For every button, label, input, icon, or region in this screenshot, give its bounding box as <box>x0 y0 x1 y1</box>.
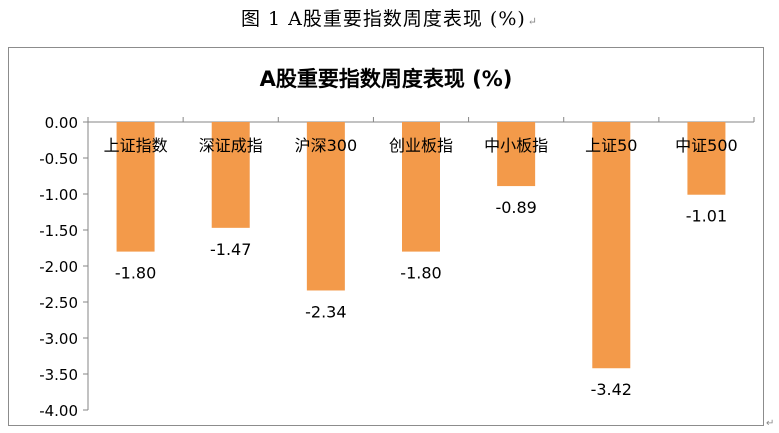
paragraph-mark-icon: ↵ <box>527 15 539 28</box>
chart-title: A股重要指数周度表现 (%) <box>260 67 513 91</box>
bar-chart: A股重要指数周度表现 (%) 0.00 -0.50 -1.00 -1.50 -2.00 -… <box>39 67 755 420</box>
chart-frame: A股重要指数周度表现 (%) 0.00 -0.50 -1.00 -1.50 -2.00 -… <box>8 47 764 426</box>
category-label: 创业板指 <box>389 136 453 155</box>
y-tick-label: -2.50 <box>39 294 78 312</box>
data-label: -3.42 <box>591 380 632 399</box>
category-label: 上证指数 <box>104 136 168 155</box>
y-tick-label: -0.50 <box>39 150 78 168</box>
data-labels: -1.80 -1.47 -2.34 -1.80 -0.89 -3.42 -1.01 <box>115 198 727 399</box>
y-tick-label: -1.00 <box>39 186 78 204</box>
y-tick-label: 0.00 <box>45 114 78 132</box>
category-labels: 上证指数 深证成指 沪深300 创业板指 中小板指 上证50 中证500 <box>104 136 738 155</box>
y-tick-label: -3.50 <box>39 366 78 384</box>
bar <box>116 122 155 252</box>
bar <box>687 122 726 195</box>
y-tick-label: -3.00 <box>39 330 78 348</box>
category-label: 深证成指 <box>199 136 263 155</box>
bar <box>402 122 440 252</box>
bars <box>116 122 726 369</box>
bar <box>497 122 536 187</box>
figure-caption-text: 图 1 A股重要指数周度表现 (%) <box>240 8 526 30</box>
data-label: -2.34 <box>305 302 346 321</box>
category-label: 上证50 <box>585 136 637 155</box>
y-tick-label: -1.50 <box>39 222 78 240</box>
bar <box>306 122 345 291</box>
y-tick-label: -4.00 <box>39 402 78 420</box>
bar <box>211 122 250 228</box>
data-label: -0.89 <box>495 198 536 217</box>
data-label: -1.80 <box>400 264 441 283</box>
bar <box>592 122 631 369</box>
y-tick-label: -2.00 <box>39 258 78 276</box>
category-label: 沪深300 <box>295 136 358 155</box>
y-axis: 0.00 -0.50 -1.00 -1.50 -2.00 -2.50 -3.00 -3.50 -… <box>39 114 755 420</box>
category-label: 中小板指 <box>484 136 548 155</box>
figure-caption: 图 1 A股重要指数周度表现 (%) ↵ <box>0 4 779 31</box>
data-label: -1.47 <box>210 240 251 259</box>
category-label: 中证500 <box>675 136 738 155</box>
data-label: -1.80 <box>115 264 156 283</box>
data-label: -1.01 <box>686 207 727 226</box>
paragraph-end-mark-icon: ↵ <box>766 418 775 429</box>
